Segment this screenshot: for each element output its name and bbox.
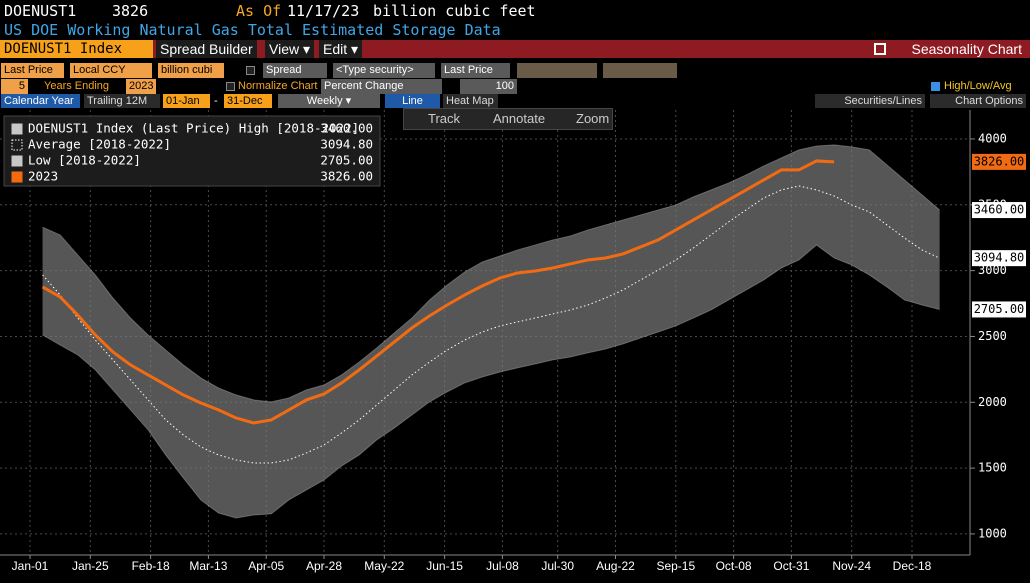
x-tick-label: May-22 (364, 559, 404, 573)
legend-value: 3826.00 (320, 169, 373, 184)
security-input[interactable]: <Type security> (333, 63, 435, 78)
dropdown[interactable]: Last Price (441, 63, 510, 78)
value-flag (972, 153, 1026, 170)
tab[interactable]: Calendar Year (1, 94, 80, 108)
x-tick-label: Sep-15 (656, 559, 695, 573)
x-tick-label: Oct-31 (773, 559, 809, 573)
value-flag-label: 3094.80 (974, 251, 1025, 265)
x-tick-label: Aug-22 (596, 559, 635, 573)
y-tick-label: 2000 (978, 395, 1007, 409)
band-edge (42, 144, 940, 403)
tab[interactable]: Line (385, 94, 440, 108)
legend-value: 3094.80 (320, 137, 373, 152)
chart-toolbar (403, 108, 613, 130)
label: Normalize Chart (238, 80, 318, 92)
x-tick-label: Nov-24 (832, 559, 871, 573)
legend-marker (11, 123, 23, 135)
value-flag (972, 202, 1026, 219)
label: High/Low/Avg (944, 80, 1012, 92)
dropdown[interactable]: Local CCY (70, 63, 152, 78)
x-tick-label: Feb-18 (132, 559, 170, 573)
value-flag-label: 2705.00 (974, 302, 1025, 316)
x-tick-label: Oct-08 (716, 559, 752, 573)
checkbox[interactable] (226, 82, 235, 91)
dropdown[interactable] (603, 63, 677, 78)
legend-marker (11, 139, 23, 151)
as-of-date: 11/17/23 (287, 2, 360, 20)
series-line (41, 159, 835, 425)
tool-button[interactable]: Track (428, 111, 461, 126)
y-tick-label: 3000 (978, 263, 1007, 277)
label: Years Ending (44, 80, 110, 92)
y-tick-label: 1500 (978, 461, 1007, 475)
value-flag-label: 3826.00 (974, 154, 1025, 168)
value-flag (972, 301, 1026, 318)
legend-label: 2023 (28, 169, 58, 184)
description: US DOE Working Natural Gas Total Estimat… (4, 21, 501, 39)
tool-button[interactable]: Zoom (576, 111, 610, 126)
series-line (42, 185, 940, 464)
legend-value: 2705.00 (320, 153, 373, 168)
menu-item[interactable]: Edit ▾ (319, 40, 363, 58)
date-input[interactable]: 31-Dec (224, 94, 272, 108)
y-tick-label: 1000 (978, 526, 1007, 540)
dropdown[interactable]: Spread (263, 63, 327, 78)
security-field[interactable]: DOENUST1 Index (0, 40, 153, 58)
view-title[interactable]: Seasonality Chart (911, 41, 1022, 57)
x-tick-label: Apr-05 (248, 559, 284, 573)
ticker: DOENUST1 (4, 2, 77, 20)
value-flag-label: 3460.00 (974, 203, 1025, 217)
tab[interactable]: Heat Map (443, 94, 498, 108)
legend-label: Average [2018-2022] (28, 137, 171, 152)
button[interactable]: Chart Options (930, 94, 1026, 108)
menu-bar (0, 40, 1030, 58)
value-flag (972, 250, 1026, 267)
dropdown[interactable] (517, 63, 597, 78)
separator: - (214, 95, 218, 107)
dropdown[interactable]: Weekly ▾ (278, 94, 380, 108)
tab[interactable]: Trailing 12M (84, 94, 160, 108)
dropdown[interactable]: Percent Change (321, 79, 442, 94)
legend-marker (11, 171, 23, 183)
x-tick-label: Jul-30 (541, 559, 574, 573)
dropdown[interactable]: billion cubi (158, 63, 224, 78)
y-tick-label: 4000 (978, 131, 1007, 145)
years-input[interactable]: 5 (1, 79, 28, 94)
x-tick-label: Dec-18 (893, 559, 932, 573)
x-tick-label: Apr-28 (306, 559, 342, 573)
price: 3826 (112, 2, 149, 20)
tool-button[interactable]: Annotate (493, 111, 546, 126)
checkbox[interactable] (246, 66, 255, 75)
year-input[interactable]: 2023 (126, 79, 156, 94)
legend-label: DOENUST1 Index (Last Price) High [2018-2… (28, 121, 359, 136)
y-tick-label: 2500 (978, 329, 1007, 343)
legend-marker (11, 155, 23, 167)
legend-label: Low [2018-2022] (28, 153, 141, 168)
band-edge (42, 244, 940, 519)
x-tick-label: Jul-08 (486, 559, 519, 573)
menu-item[interactable]: Spread Builder (156, 40, 257, 58)
launch-icon[interactable] (874, 43, 886, 55)
legend (3, 115, 381, 187)
base-input[interactable]: 100 (460, 79, 517, 94)
as-of-label: As Of (236, 2, 282, 20)
dropdown[interactable]: Last Price (1, 63, 64, 78)
date-input[interactable]: 01-Jan (163, 94, 210, 108)
x-tick-label: Jan-25 (72, 559, 109, 573)
units: billion cubic feet (373, 2, 536, 20)
legend-value: 3460.00 (320, 121, 373, 136)
x-tick-label: Jan-01 (12, 559, 49, 573)
band-fill (42, 144, 940, 519)
x-tick-label: Jun-15 (426, 559, 463, 573)
menu-item[interactable]: View ▾ (265, 40, 315, 58)
checkbox[interactable] (931, 82, 940, 91)
x-tick-label: Mar-13 (189, 559, 227, 573)
button[interactable]: Securities/Lines (815, 94, 925, 108)
